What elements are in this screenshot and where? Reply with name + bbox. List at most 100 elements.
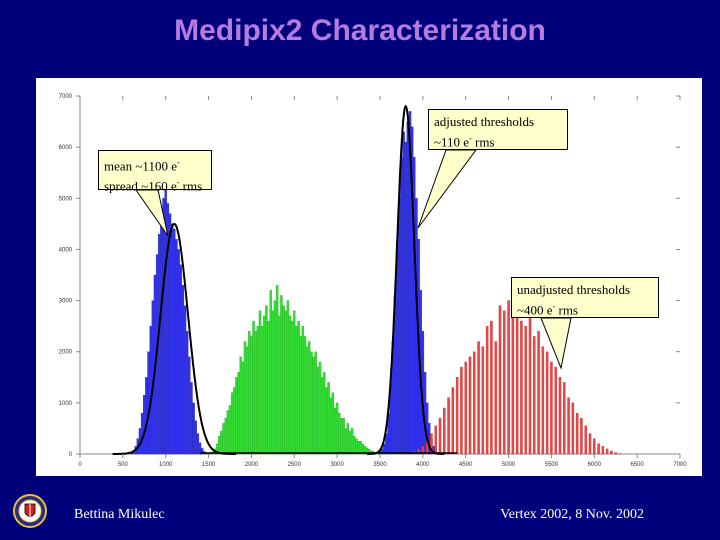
histogram-bar [563,382,566,455]
histogram-bar [235,377,238,455]
histogram-bar [554,366,557,455]
footer-event: Vertex 2002, 8 Nov. 2002 [500,507,644,522]
histogram-bar [181,285,185,455]
histogram-bar [295,325,298,455]
x-tick-label: 500 [118,462,129,468]
histogram-bar [485,325,489,455]
histogram-bar [258,310,262,455]
mean-callout-line1: mean ~1100 e [104,158,177,174]
minus-sup: - [552,302,556,311]
histogram-bar [228,405,232,455]
histogram-bar [353,435,356,455]
histogram-bar [550,361,553,455]
histogram-bar [477,341,480,455]
histogram-bar [618,453,622,455]
histogram-bar [312,356,315,455]
histogram-bar [571,402,575,455]
institution-logo [13,494,47,528]
histogram-bar [224,418,227,455]
histogram-bar [614,452,617,455]
x-tick-label: 2500 [288,462,302,468]
bar-layer [130,111,622,455]
histogram-bar [464,361,467,455]
histogram-bar [160,213,163,455]
unadjusted-callout-rms: rms [555,302,578,318]
histogram-bar [494,341,497,455]
histogram-bar [601,446,605,455]
x-tick-label: 5000 [502,462,516,468]
y-tick-label: 2000 [59,350,73,356]
histogram-bar [233,387,236,455]
histogram-bar [468,356,472,455]
histogram-bar [438,418,442,455]
histogram-bar [278,315,281,455]
histogram-bar [524,325,527,455]
histogram-bar [220,430,223,455]
histogram-bar [303,336,307,455]
y-tick-label: 0 [69,452,73,458]
histogram-bar [164,187,167,455]
histogram-bar [455,377,459,455]
histogram-bar [143,395,146,455]
histogram-bar [333,407,337,455]
histogram-bar [250,336,253,455]
histogram-bar [434,425,437,455]
histogram-bar [580,418,583,455]
histogram-bar [329,397,332,455]
mean-callout-line2: spread ~160 e [104,178,177,194]
histogram-bar [190,382,193,455]
histogram-bar [346,423,350,455]
histogram-bar [237,372,240,455]
histogram-bar [481,346,485,455]
histogram-bar [175,239,178,455]
unadjusted-callout-line1: unadjusted thresholds [517,282,631,297]
histogram-bar [194,420,197,455]
histogram-bar [342,418,345,455]
adjusted-callout: adjusted thresholds ~110 e- rms [428,109,568,150]
histogram-bar [350,428,354,455]
histogram-bar [185,331,189,455]
histogram-bar [593,438,596,455]
histogram-bar [357,441,360,455]
histogram-bar [140,412,144,455]
mean-callout: mean ~1100 e- spread ~160 e- rms [98,150,212,194]
histogram-bar [267,320,270,455]
histogram-bar [610,450,613,455]
histogram-bar [177,249,180,455]
y-tick-label: 7000 [59,94,73,100]
histogram-bar [147,351,150,455]
minus-sup: - [469,134,472,143]
histogram-bar [325,387,328,455]
histogram-bar [269,290,272,455]
y-tick-label: 4000 [59,247,73,253]
histogram-bar [145,377,148,455]
histogram-bar [402,131,405,455]
histogram-bar [271,310,275,455]
histogram-bar [288,315,292,455]
x-tick-label: 7000 [673,462,687,468]
mean-callout-rms: rms [179,178,203,194]
histogram-bar [541,346,545,455]
histogram-bar [301,325,305,455]
x-tick-label: 2000 [245,462,259,468]
histogram-bar [359,441,362,455]
histogram-bar [331,392,335,455]
histogram-bar [335,402,339,455]
minus-sup: - [176,178,180,188]
histogram-bar [558,377,562,455]
histogram-bar [338,412,341,455]
histogram-bar [241,361,245,455]
x-tick-label: 6000 [588,462,602,468]
histogram-bar [286,300,290,455]
histogram-bar [404,141,407,455]
histogram-bar [447,397,450,455]
tick-layer: 0 500 1000 1500 2000 2500 3000 3500 4000 4500 5000… [59,94,688,468]
y-tick-label: 1000 [59,401,73,407]
histogram-bar [528,310,532,455]
histogram-bar [406,121,410,455]
histogram-bar [567,397,570,455]
histogram-bar [515,305,519,455]
histogram-bar [299,336,302,455]
histogram-bar [344,428,347,455]
histogram-bar [430,433,433,455]
